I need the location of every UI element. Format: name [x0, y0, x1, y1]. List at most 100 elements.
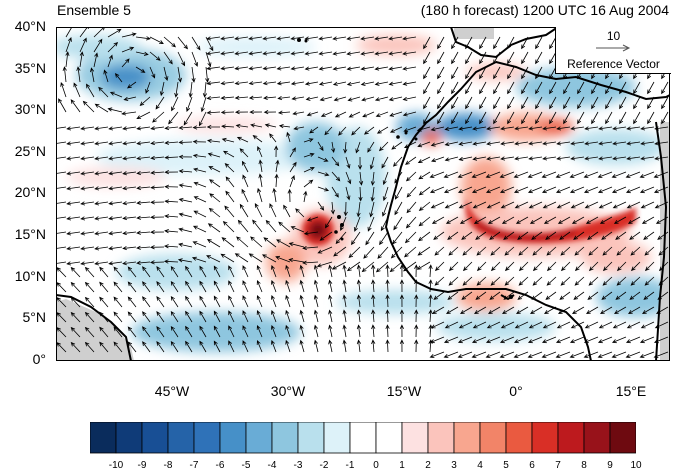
wind-vector: [299, 264, 305, 278]
wind-vector: [60, 81, 67, 98]
wind-vector: [234, 110, 249, 115]
wind-vector: [84, 296, 95, 308]
wind-vector: [188, 81, 193, 98]
wind-vector: [80, 156, 95, 161]
wind-vector: [360, 51, 375, 56]
reference-vector-label: Reference Vector: [567, 57, 660, 71]
wind-vector: [252, 135, 263, 143]
wind-vector: [191, 51, 198, 67]
wind-vector: [136, 185, 151, 191]
wind-vector: [588, 276, 599, 286]
wind-vector: [521, 96, 529, 110]
colorbar-label: -10: [108, 460, 124, 471]
wind-vector: [84, 311, 95, 323]
wind-vector: [149, 36, 164, 45]
wind-vector: [451, 81, 459, 95]
wind-vector: [346, 36, 361, 41]
wind-vector: [362, 111, 375, 118]
lat-tick-label: 5°N: [22, 309, 47, 326]
wind-vector: [330, 201, 335, 215]
wind-vector: [304, 36, 319, 41]
wind-vector: [318, 36, 333, 41]
wind-vector: [653, 171, 669, 178]
wind-vector: [228, 265, 235, 278]
wind-vector: [56, 216, 67, 221]
wind-vector: [108, 201, 123, 206]
wind-vector: [121, 58, 130, 68]
wind-vector: [587, 231, 599, 240]
wind-vector: [206, 51, 221, 56]
wind-vector: [628, 306, 641, 314]
wind-vector: [271, 294, 277, 308]
wind-vector: [443, 336, 459, 344]
wind-vector: [437, 36, 445, 50]
wind-vector: [598, 126, 613, 131]
wind-vector: [345, 171, 352, 185]
wind-vector: [428, 294, 433, 308]
wind-vector: [473, 216, 487, 224]
wind-vector: [164, 199, 179, 204]
wind-vector: [493, 111, 501, 125]
wind-vector: [220, 51, 235, 56]
wind-vector: [388, 51, 403, 56]
wind-vector: [256, 310, 263, 323]
wind-vector: [317, 246, 333, 254]
wind-vector: [239, 203, 249, 218]
wind-vector: [572, 306, 585, 314]
wind-vector: [191, 256, 207, 263]
wind-vector: [485, 171, 501, 178]
wind-vector: [418, 216, 431, 227]
wind-vector: [122, 261, 137, 266]
colorbar-label: -1: [345, 460, 355, 471]
wind-vector: [513, 171, 529, 178]
wind-vector: [94, 261, 109, 266]
wind-vector: [150, 185, 165, 190]
colorbar-swatch: [583, 422, 611, 454]
wind-vector: [644, 261, 655, 272]
wind-vector: [549, 111, 557, 125]
wind-vector: [555, 171, 571, 178]
wind-vector: [402, 111, 417, 117]
wind-vector: [303, 152, 315, 158]
wind-vector: [471, 171, 487, 178]
wind-vector: [353, 216, 361, 232]
wind-vector: [633, 96, 641, 110]
wind-vector: [205, 66, 210, 83]
wind-vector: [163, 66, 169, 81]
wind-vector: [156, 341, 165, 353]
wind-vector: [515, 216, 529, 224]
wind-vector: [335, 231, 347, 245]
wind-vector: [122, 171, 137, 176]
wind-vector: [56, 156, 67, 161]
wind-vector: [643, 231, 655, 240]
wind-vector: [342, 324, 347, 338]
wind-vector: [444, 201, 459, 209]
wind-vector: [221, 124, 235, 129]
wind-vector: [423, 96, 431, 110]
colorbar-swatch: [453, 422, 481, 454]
wind-vector: [444, 321, 459, 329]
wind-vector: [107, 54, 113, 68]
wind-vector: [127, 266, 137, 278]
wind-vector: [405, 216, 417, 229]
wind-vector: [375, 261, 389, 273]
wind-vector: [458, 126, 473, 131]
wind-vector: [164, 140, 179, 145]
wind-vector: [423, 81, 431, 95]
wind-vector: [443, 351, 459, 358]
wind-vector: [135, 51, 149, 56]
wind-vector: [206, 36, 221, 41]
wind-vector: [381, 156, 389, 169]
wind-vector: [471, 186, 487, 194]
wind-vector: [612, 141, 627, 146]
wind-vector: [577, 96, 585, 110]
wind-vector: [65, 51, 70, 68]
wind-vector: [605, 111, 613, 125]
colorbar-label: 9: [607, 460, 613, 471]
wind-vector: [221, 237, 235, 248]
wind-vector: [488, 306, 501, 314]
wind-vector: [414, 294, 419, 308]
wind-vector: [394, 201, 403, 216]
wind-vector: [451, 96, 459, 110]
wind-vector: [385, 309, 390, 323]
